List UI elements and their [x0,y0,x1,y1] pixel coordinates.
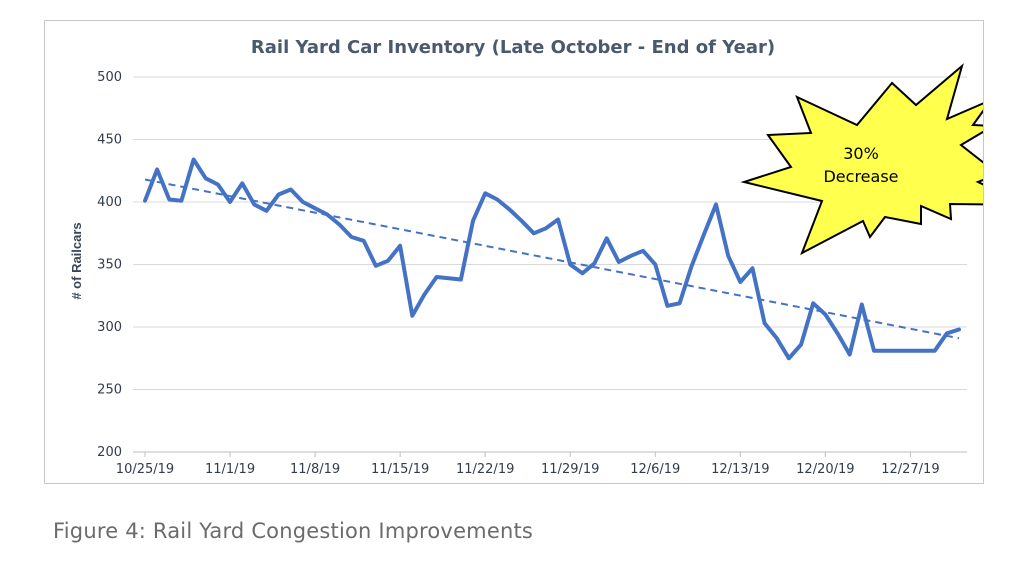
y-tick-label: 200 [97,445,122,460]
chart-frame: Rail Yard Car Inventory (Late October - … [44,20,984,484]
callout-line-1: 30% [843,144,879,163]
railcar-inventory-line [143,157,961,361]
y-tick-label: 500 [97,70,122,85]
x-tick-label: 11/8/19 [290,462,340,477]
y-tick-label: 400 [97,195,122,210]
line-chart: Rail Yard Car Inventory (Late October - … [69,37,983,477]
x-tick-label: 11/22/19 [456,462,514,477]
starburst-callout: 30% Decrease [740,63,983,256]
y-tick-label: 300 [97,320,122,335]
trendline [144,178,960,340]
x-tick-label: 12/13/19 [711,462,769,477]
callout-line-2: Decrease [823,167,898,186]
y-axis-label: # of Railcars [69,222,84,299]
y-tick-label: 450 [97,133,122,148]
chart-title: Rail Yard Car Inventory (Late October - … [251,37,775,58]
x-tick-label: 11/29/19 [541,462,599,477]
series-layer [143,157,961,361]
trendline-layer [144,178,960,340]
x-tick-label: 10/25/19 [116,462,174,477]
y-tick-label: 250 [97,383,122,398]
x-axis: 10/25/19 11/1/19 11/8/19 11/15/19 11/22/19 11… [116,452,940,477]
starburst-shape [740,63,983,256]
figure-caption: Figure 4: Rail Yard Congestion Improveme… [53,519,534,543]
x-tick-label: 12/20/19 [796,462,854,477]
x-tick-label: 12/6/19 [630,462,680,477]
y-axis: 200 250 300 350 400 450 500 [97,70,122,460]
y-tick-label: 350 [97,258,122,273]
x-tick-label: 11/15/19 [371,462,429,477]
x-tick-label: 11/1/19 [205,462,255,477]
x-tick-label: 12/27/19 [881,462,939,477]
